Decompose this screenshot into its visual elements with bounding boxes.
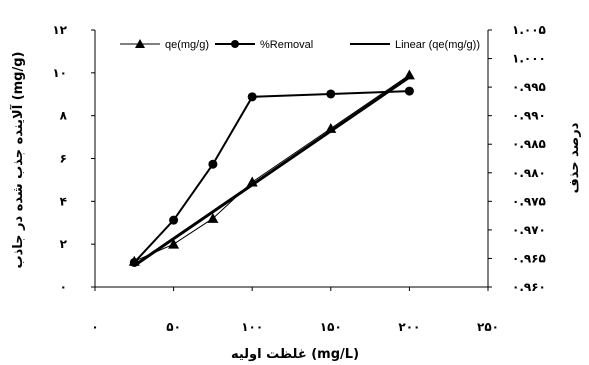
y-left-tick-label: ۸	[60, 109, 68, 123]
x-tick-label: ۵۰	[166, 320, 181, 334]
point-qe-mg-g	[207, 212, 219, 223]
legend-label-qe-mg-g: qe(mg/g)	[165, 39, 209, 51]
y-right-tick-label: ۰.۹۷۵	[512, 194, 546, 208]
y-right-tick-label: ۰.۹۹۰	[512, 109, 546, 123]
series-line-qe-mg-g	[134, 74, 410, 262]
point-removal	[326, 89, 336, 99]
point-removal	[208, 159, 218, 169]
point-removal	[169, 215, 179, 225]
y-axis-right-title: درصد حذف	[567, 122, 582, 193]
y-left-tick-label: ۴	[60, 194, 67, 208]
legend-marker-qe-mg-g	[135, 39, 145, 48]
axes	[91, 29, 492, 291]
legend: qe(mg/g) %Removal Linear (qe(mg/g))	[120, 39, 480, 51]
point-removal	[247, 92, 257, 102]
y-right-tick-label: ۰.۹۶۰	[512, 280, 546, 294]
tick-labels: ۰ ۲ ۴ ۶ ۸ ۱۰ ۱۲ ۰.۹۶۰ ۰.۹۶۵ ۰.۹۷۰ ۰.۹۷۵ ۰.۹۸۰ ۰.۹۸۵ ۰…	[52, 23, 546, 334]
y-right-tick-label: ۰.۹۹۵	[512, 80, 546, 94]
y-right-tick-label: ۰.۹۶۵	[512, 251, 546, 265]
legend-label-linear-qe-mg-g: Linear (qe(mg/g))	[395, 39, 480, 51]
point-qe-mg-g	[168, 238, 180, 249]
y-left-tick-label: ۱۲	[52, 23, 67, 37]
y-right-tick-label: ۰.۹۸۰	[512, 166, 546, 180]
x-axis-title: غلظت اولیه (mg/L)	[231, 347, 359, 362]
y-left-tick-label: ۶	[60, 152, 67, 166]
y-axis-left-title: آلاینده جذب شده در جاذب (mg/g)	[9, 52, 26, 269]
x-tick-label: ۲۵۰	[477, 320, 499, 334]
y-left-tick-label: ۲	[60, 237, 68, 251]
legend-marker-removal	[231, 40, 239, 48]
y-right-tick-label: ۱.۰۰۵	[512, 23, 546, 37]
series-line-removal	[133, 90, 410, 264]
x-tick-label: ۰	[91, 320, 98, 334]
point-removal	[404, 86, 414, 96]
y-right-tick-label: ۰.۹۷۰	[512, 223, 546, 237]
y-right-tick-label: ۱.۰۰۰	[512, 52, 546, 66]
series	[128, 69, 415, 267]
series-line-linear-qe-mg-g	[133, 75, 411, 267]
x-tick-label: ۱۵۰	[320, 320, 342, 334]
x-tick-label: ۲۰۰	[398, 320, 420, 334]
legend-label-removal: %Removal	[260, 39, 313, 51]
y-right-tick-label: ۰.۹۸۵	[512, 137, 546, 151]
y-left-tick-label: ۱۰	[52, 66, 67, 80]
point-qe-mg-g	[403, 69, 415, 80]
x-tick-label: ۱۰۰	[241, 320, 263, 334]
y-left-tick-label: ۰	[60, 280, 67, 294]
